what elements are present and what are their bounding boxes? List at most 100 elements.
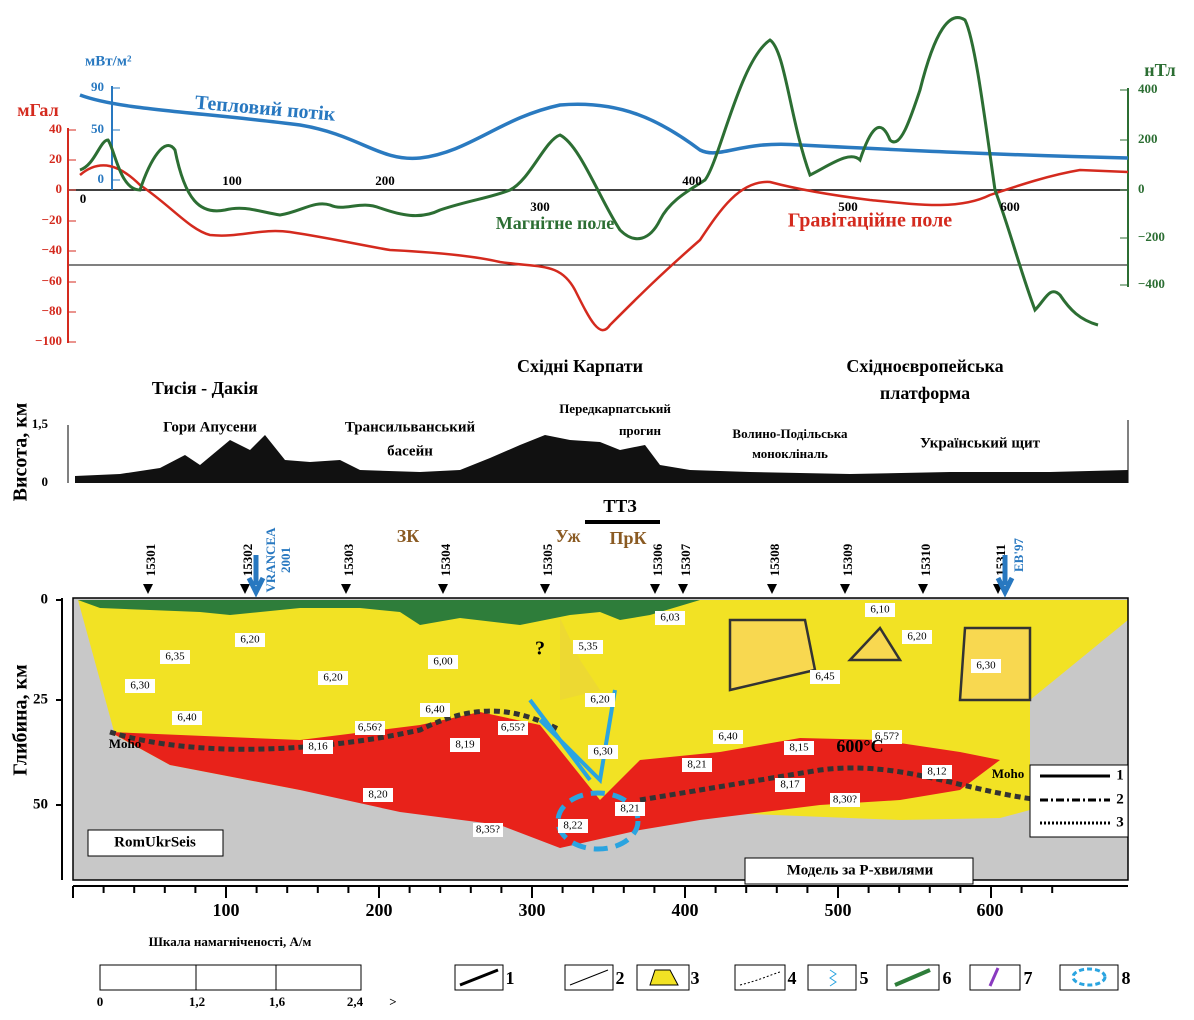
region-label: Трансильванський bbox=[345, 419, 476, 435]
magnetic-tick: 200 bbox=[1138, 131, 1158, 146]
gravity-curve bbox=[79, 164, 1129, 332]
velocity-box bbox=[420, 703, 450, 717]
relief-silhouette bbox=[75, 435, 1128, 483]
station-marker bbox=[840, 584, 850, 594]
relief-tick: 0 bbox=[42, 474, 49, 489]
vrancea-arrow bbox=[246, 555, 266, 598]
station-label: 15301 bbox=[143, 544, 158, 577]
heat-tick: 90 bbox=[91, 79, 104, 94]
gravity-tick: 40 bbox=[49, 121, 62, 136]
scale-title: Шкала намагніченості, А/м bbox=[149, 934, 312, 949]
velocity-label: 8,22 bbox=[563, 820, 582, 832]
section-distance-tick: 600 bbox=[977, 900, 1004, 920]
heat-tick: 50 bbox=[91, 121, 104, 136]
legend-number: 7 bbox=[1024, 968, 1033, 988]
asthenosphere-marker bbox=[555, 790, 641, 852]
depth-y-label: Глибина, км bbox=[10, 664, 32, 775]
station-label: 15302 bbox=[240, 544, 255, 577]
marker-label: EB'97 bbox=[1011, 538, 1026, 572]
velocity-box bbox=[498, 721, 528, 735]
magnetization-scale bbox=[99, 964, 362, 991]
velocity-box bbox=[160, 650, 190, 664]
velocity-label: 6,20 bbox=[907, 631, 927, 643]
velocity-box bbox=[588, 745, 618, 759]
distance-tick: 400 bbox=[682, 173, 702, 188]
station-marker bbox=[341, 584, 351, 594]
distance-tick: 600 bbox=[1000, 199, 1020, 214]
inset-legend-number: 1 bbox=[1116, 767, 1124, 783]
region-label: Східні Карпати bbox=[517, 356, 643, 376]
region-label: басейн bbox=[387, 443, 433, 459]
station-label: 15310 bbox=[918, 544, 933, 577]
scale-tick: 0 bbox=[97, 994, 104, 1009]
velocity-label: 6,10 bbox=[870, 604, 890, 616]
station-label: 15308 bbox=[767, 543, 782, 576]
region-label: Тисія - Дакія bbox=[152, 378, 258, 398]
moho-label: Moho bbox=[109, 736, 142, 751]
station-label: 15307 bbox=[678, 543, 693, 576]
velocity-label: 6,45 bbox=[815, 671, 835, 683]
velocity-box bbox=[355, 721, 385, 735]
moho-label: Moho bbox=[992, 766, 1025, 781]
region-label: Волино-Подільська bbox=[732, 426, 848, 441]
velocity-box bbox=[922, 765, 952, 779]
depth-tick: 50 bbox=[33, 796, 48, 812]
region-label: платформа bbox=[880, 383, 970, 403]
velocity-label: 8,35? bbox=[476, 824, 500, 836]
velocity-label: 8,12 bbox=[927, 766, 946, 778]
station-marker bbox=[540, 584, 550, 594]
region-label: Український щит bbox=[920, 435, 1041, 451]
velocity-box bbox=[585, 693, 615, 707]
gravity-tick: −80 bbox=[42, 303, 62, 318]
moho-line bbox=[109, 708, 562, 752]
section-distance-tick: 300 bbox=[519, 900, 546, 920]
velocity-label: 6,35 bbox=[165, 651, 185, 663]
velocity-box bbox=[971, 659, 1001, 673]
velocity-label: 8,17 bbox=[780, 779, 800, 791]
station-marker bbox=[678, 584, 688, 594]
legend-number: 6 bbox=[943, 968, 952, 988]
magnetic-label: Магнітне поле bbox=[496, 213, 614, 233]
velocity-label: 6,55? bbox=[501, 722, 525, 734]
station-marker bbox=[650, 584, 660, 594]
velocity-label: 6,30 bbox=[976, 660, 996, 672]
region-label: Гори Апусени bbox=[163, 419, 257, 435]
velocity-box bbox=[872, 730, 902, 744]
velocity-label: 6,30 bbox=[593, 746, 613, 758]
section-distance-tick: 500 bbox=[825, 900, 852, 920]
distance-tick: 300 bbox=[530, 199, 550, 214]
sediments bbox=[78, 600, 700, 625]
inset-legend-number: 2 bbox=[1116, 791, 1124, 807]
scale-tick: > bbox=[389, 994, 396, 1009]
station-label: 15306 bbox=[650, 543, 665, 576]
velocity-label: 6,03 bbox=[660, 612, 680, 624]
velocity-label: 6,56? bbox=[358, 722, 382, 734]
velocity-box bbox=[363, 788, 393, 802]
velocity-box bbox=[125, 679, 155, 693]
legend-symbols bbox=[454, 964, 1119, 991]
inset-legend-number: 3 bbox=[1116, 814, 1124, 830]
station-marker bbox=[767, 584, 777, 594]
gravity-tick: −60 bbox=[42, 273, 62, 288]
velocity-label: 8,15 bbox=[789, 742, 809, 754]
velocity-label: 6,40 bbox=[425, 704, 445, 716]
region-label: монокліналь bbox=[752, 446, 828, 461]
velocity-box bbox=[235, 633, 265, 647]
heat-flow-curve bbox=[79, 93, 1129, 161]
marker-label: VRANCEA bbox=[263, 527, 278, 593]
region-label: Передкарпатський bbox=[559, 401, 671, 416]
question-mark: ? bbox=[535, 638, 545, 660]
relief-y-label: Висота, км bbox=[10, 403, 32, 502]
gravity-tick: −40 bbox=[42, 242, 62, 257]
magnetic-curve bbox=[79, 16, 1099, 327]
velocity-box bbox=[713, 730, 743, 744]
section-frame bbox=[72, 597, 1129, 881]
velocity-label: 6,40 bbox=[718, 731, 738, 743]
region-label: Східноєвропейська bbox=[846, 356, 1003, 376]
model-box bbox=[744, 857, 974, 885]
velocity-box bbox=[830, 793, 860, 807]
velocity-box bbox=[902, 630, 932, 644]
gravity-tick: −20 bbox=[42, 212, 62, 227]
velocity-label: 8,16 bbox=[308, 741, 328, 753]
